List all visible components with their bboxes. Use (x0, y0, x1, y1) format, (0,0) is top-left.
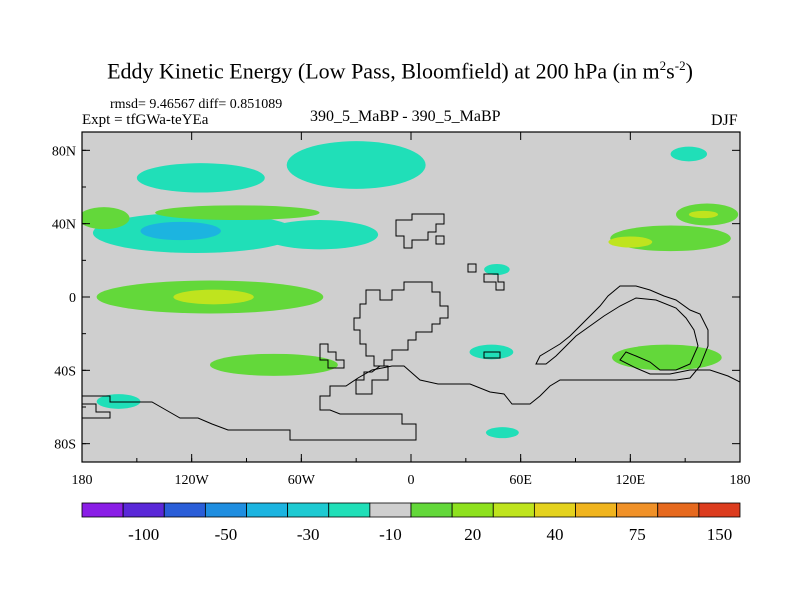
colorbar-label: 75 (629, 525, 646, 544)
y-tick-label: 0 (69, 291, 76, 306)
coastline-north-europe (395, 213, 445, 249)
axis-ticks: 180 120W 60W 0 60E 120E 180 80N 40N 0 40S 80S (52, 132, 751, 488)
colorbar-label: 20 (464, 525, 481, 544)
coastlines (82, 213, 740, 441)
colorbar-swatch (122, 502, 165, 518)
region-nw-pacific-yellow (608, 236, 653, 248)
stats-label: rmsd= 9.46567 diff= 0.851089 (110, 97, 283, 112)
x-tick-label: 120E (616, 473, 646, 488)
coastline-arabia (483, 273, 505, 291)
title-close: ) (685, 58, 693, 84)
region-equatorial-pacific-yellow (173, 289, 254, 305)
colorbar-swatch (81, 502, 124, 518)
comparison-label: 390_5_MaBP - 390_5_MaBP (310, 108, 501, 125)
region-arabia-cyan (484, 264, 510, 275)
title-text: Eddy Kinetic Energy (Low Pass, Bloomfiel… (107, 58, 660, 84)
x-tick-label: 180 (730, 473, 751, 488)
region-n-pacific-green-band (155, 205, 320, 221)
colorbar-swatch (492, 502, 535, 518)
colorbar-swatch (410, 502, 453, 518)
colorbar-label: -100 (128, 525, 159, 544)
colorbar-label: 150 (707, 525, 733, 544)
title-s: s (666, 58, 675, 84)
y-tick-label: 40N (52, 218, 76, 233)
y-tick-label: 80N (52, 144, 76, 159)
colorbar-swatch (698, 502, 741, 518)
x-tick-label: 0 (408, 473, 415, 488)
colorbar-swatch (204, 502, 247, 518)
coastline-south-tip (355, 365, 389, 395)
title-superscript-minus2: -2 (674, 58, 686, 73)
colorbar-swatch (369, 502, 412, 518)
colorbar-swatch (657, 502, 700, 518)
region-arctic-cyan-blob (286, 141, 426, 189)
colorbar-label: 40 (546, 525, 563, 544)
colorbar-label: -30 (297, 525, 320, 544)
contour-regions (82, 141, 739, 439)
region-n-pacific-cyan-core (140, 221, 221, 241)
colorbar-swatch (533, 502, 576, 518)
region-s-ocean-cyan (485, 427, 519, 439)
coastline-north-africa (467, 263, 477, 273)
y-tick-label: 80S (54, 438, 76, 453)
y-tick-label: 40S (54, 364, 76, 379)
region-arctic-cyan-east (670, 146, 708, 162)
colorbar-label: -10 (379, 525, 402, 544)
experiment-label: Expt = tfGWa-teYEa (82, 112, 209, 128)
coastline-madagascar (483, 351, 501, 359)
region-n-pacific-cyan-north (136, 163, 265, 193)
chart-title: Eddy Kinetic Energy (Low Pass, Bloomfiel… (0, 58, 800, 84)
colorbar-label: -50 (215, 525, 238, 544)
colorbar-swatch (246, 502, 289, 518)
colorbar-swatch (287, 502, 330, 518)
coastline-central-america (319, 343, 345, 369)
coastline-south-pacific-islands (82, 403, 111, 419)
region-s-hemisphere-green (612, 344, 722, 371)
colorbar-swatch (575, 502, 618, 518)
season-label: DJF (711, 112, 738, 129)
colorbar-swatch (328, 502, 371, 518)
region-n-pacific-east-cyan (261, 220, 379, 250)
region-n-atlantic-east-yellow (688, 210, 719, 219)
x-tick-label: 120W (175, 473, 210, 488)
x-tick-label: 180 (72, 473, 93, 488)
coastline-antarctica (82, 285, 740, 441)
x-tick-label: 60W (288, 473, 316, 488)
colorbar-swatch (163, 502, 206, 518)
region-n-pacific-green-west (82, 207, 130, 230)
title-superscript-2: 2 (659, 58, 667, 73)
coastline-north-europe-2 (435, 235, 445, 245)
colorbar-swatch (451, 502, 494, 518)
coastline-south-america (353, 281, 449, 367)
region-s-pacific-green (209, 353, 338, 376)
colorbar-swatch (616, 502, 659, 518)
colorbar: -100 -50 -30 -10 20 40 75 150 (81, 502, 741, 544)
x-tick-label: 60E (509, 473, 532, 488)
